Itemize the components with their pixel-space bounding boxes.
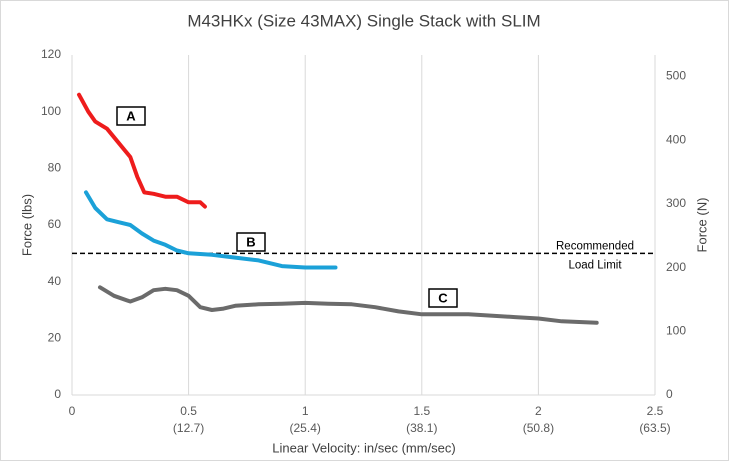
reference-label: Recommended [556, 240, 634, 252]
y2-tick-label: 0 [666, 387, 673, 401]
y-tick-label: 0 [54, 387, 61, 401]
chart-title: M43HKx (Size 43MAX) Single Stack with SL… [187, 11, 540, 30]
series-tag: C [438, 290, 448, 305]
y-tick-label: 100 [41, 104, 61, 118]
x-tick-label: 1.5 [413, 404, 430, 418]
y2-tick-label: 300 [666, 196, 686, 210]
y-tick-label: 120 [41, 47, 61, 61]
y2-tick-label: 100 [666, 323, 686, 337]
series-tag: A [126, 108, 136, 123]
x-tick-sublabel: (12.7) [173, 421, 204, 435]
x-tick-sublabel: (63.5) [639, 421, 670, 435]
x-tick-sublabel: (25.4) [290, 421, 321, 435]
y2-axis-title: Force (N) [694, 198, 709, 253]
series-tag: B [246, 234, 255, 249]
y-tick-label: 60 [48, 217, 62, 231]
y-tick-label: 80 [48, 161, 62, 175]
y2-tick-label: 200 [666, 260, 686, 274]
x-tick-label: 1 [302, 404, 309, 418]
series-tag-box [428, 288, 458, 308]
x-tick-sublabel: (38.1) [406, 421, 437, 435]
y-tick-label: 40 [48, 274, 62, 288]
y-axis-title: Force (lbs) [19, 194, 34, 256]
x-tick-sublabel: (50.8) [523, 421, 554, 435]
x-tick-label: 0 [69, 404, 76, 418]
x-tick-label: 2.5 [647, 404, 664, 418]
x-tick-label: 0.5 [180, 404, 197, 418]
series-tag-box [236, 232, 266, 252]
series-line [98, 285, 599, 325]
y2-tick-label: 500 [666, 69, 686, 83]
series-tag-box [116, 106, 146, 126]
x-tick-label: 2 [535, 404, 542, 418]
reference-label: Load Limit [568, 259, 622, 271]
series-line [77, 92, 207, 209]
series-line [84, 190, 338, 270]
y-tick-label: 20 [48, 331, 62, 345]
x-axis-title: Linear Velocity: in/sec (mm/sec) [272, 440, 456, 455]
y2-tick-label: 400 [666, 132, 686, 146]
